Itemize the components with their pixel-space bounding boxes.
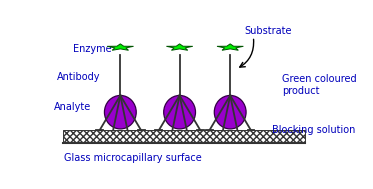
- Text: Substrate: Substrate: [245, 26, 292, 36]
- Polygon shape: [166, 44, 193, 50]
- Ellipse shape: [214, 95, 246, 129]
- Text: Green coloured
product: Green coloured product: [282, 74, 357, 96]
- Text: Enzyme: Enzyme: [73, 44, 111, 54]
- FancyArrowPatch shape: [240, 39, 254, 67]
- Text: Blocking solution: Blocking solution: [272, 125, 355, 135]
- Text: Glass microcapillary surface: Glass microcapillary surface: [65, 153, 202, 163]
- Ellipse shape: [104, 95, 136, 129]
- Text: Analyte: Analyte: [54, 102, 91, 112]
- Text: Antibody: Antibody: [57, 72, 100, 82]
- Ellipse shape: [164, 95, 195, 129]
- Bar: [63, 130, 305, 143]
- Polygon shape: [107, 44, 134, 50]
- Polygon shape: [217, 44, 244, 50]
